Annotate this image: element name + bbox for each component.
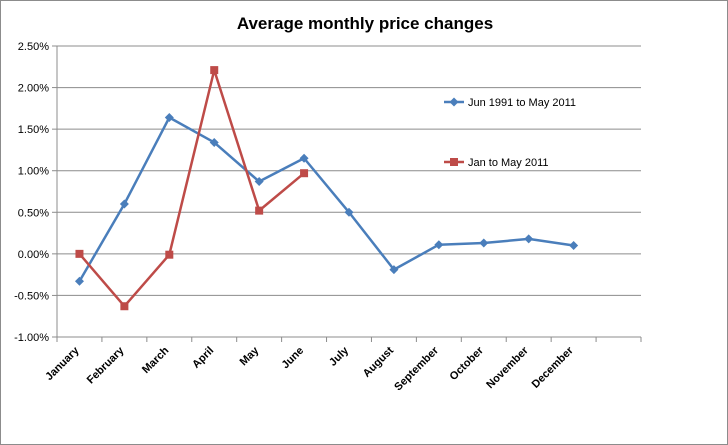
data-point-diamond	[479, 238, 489, 248]
x-axis-tick-labels: January February March April May June July Augu…	[43, 344, 576, 393]
x-tick-label: June	[280, 345, 307, 372]
data-point-diamond	[164, 113, 174, 123]
series-lines	[74, 66, 579, 311]
data-point-diamond	[119, 199, 129, 209]
x-tick-label: February	[85, 344, 127, 386]
x-tick-label: November	[484, 344, 531, 391]
y-tick-label: 0.50%	[18, 207, 49, 219]
series-1	[74, 113, 579, 286]
data-point-diamond	[299, 153, 309, 163]
x-tick-label: August	[361, 344, 397, 380]
series-line	[78, 68, 305, 308]
chart-title: Average monthly price changes	[237, 14, 493, 33]
data-point-square	[255, 206, 264, 215]
data-point-square	[210, 66, 219, 75]
data-point-diamond	[344, 207, 354, 217]
x-tick-label: April	[190, 345, 216, 371]
x-tick-label: May	[238, 344, 262, 368]
data-point-square	[75, 249, 84, 258]
y-tick-label: -1.00%	[14, 332, 49, 344]
series-line	[78, 116, 574, 282]
legend-label: Jan to May 2011	[468, 157, 549, 169]
y-tick-label: 2.00%	[18, 83, 49, 95]
data-point-diamond	[254, 177, 264, 187]
y-tick-label: 2.50%	[18, 41, 49, 53]
data-point-square	[120, 302, 129, 311]
legend: Jun 1991 to May 2011 Jan to May 2011	[444, 97, 576, 169]
x-tick-label: January	[43, 344, 82, 383]
gridlines	[52, 45, 642, 342]
data-point-diamond	[434, 240, 444, 250]
x-tick-label: October	[448, 344, 487, 383]
legend-label: Jun 1991 to May 2011	[468, 97, 576, 109]
y-axis-tick-labels: 2.50% 2.00% 1.50% 1.00% 0.50% 0.00% -0.50% -1.0…	[14, 41, 49, 344]
legend-item: Jun 1991 to May 2011	[444, 97, 576, 109]
x-tick-label: September	[392, 344, 441, 393]
data-point-diamond	[524, 234, 534, 244]
x-tick-label: December	[530, 344, 577, 391]
data-point-diamond	[209, 137, 219, 147]
x-tick-label: March	[140, 344, 172, 376]
y-tick-label: 1.00%	[18, 166, 49, 178]
data-point-square	[450, 158, 458, 166]
y-tick-label: -0.50%	[14, 290, 49, 302]
series-2	[75, 66, 309, 311]
legend-item: Jan to May 2011	[444, 157, 549, 169]
y-tick-label: 1.50%	[18, 124, 49, 136]
data-point-square	[165, 250, 174, 259]
data-point-diamond	[449, 97, 459, 107]
data-point-square	[300, 169, 309, 178]
y-tick-label: 0.00%	[18, 249, 49, 261]
data-point-diamond	[74, 276, 84, 286]
x-tick-label: July	[327, 344, 352, 369]
data-point-diamond	[569, 241, 579, 251]
data-point-diamond	[389, 265, 399, 275]
